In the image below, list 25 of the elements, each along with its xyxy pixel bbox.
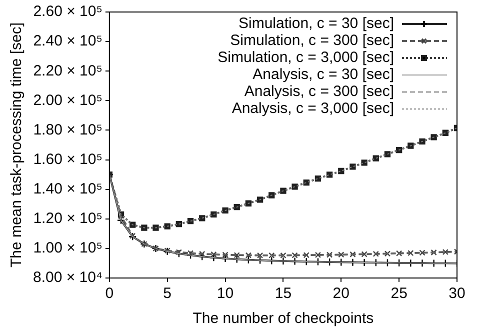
legend-label: Simulation, c = 30 [sec] bbox=[238, 15, 394, 32]
y-tick-label: 1.00 × 10⁵ bbox=[33, 240, 102, 257]
x-tick-label: 5 bbox=[163, 285, 172, 302]
y-tick-label: 1.80 × 10⁵ bbox=[33, 121, 102, 138]
legend-label: Analysis, c = 30 [sec] bbox=[252, 66, 394, 84]
x-tick-label: 10 bbox=[216, 285, 234, 302]
x-tick-label: 0 bbox=[105, 285, 114, 302]
x-tick-label: 25 bbox=[390, 285, 408, 302]
x-axis-title: The number of checkpoints bbox=[192, 310, 374, 328]
x-tick-label: 15 bbox=[274, 285, 292, 302]
y-tick-label: 1.60 × 10⁵ bbox=[33, 150, 102, 168]
x-tick-label: 20 bbox=[332, 285, 350, 302]
legend-label: Analysis, c = 3,000 [sec] bbox=[232, 100, 394, 118]
y-tick-label: 1.20 × 10⁵ bbox=[33, 210, 102, 228]
y-tick-label: 2.60 × 10⁵ bbox=[33, 3, 102, 20]
legend-label: Simulation, c = 3,000 [sec] bbox=[218, 49, 394, 66]
legend-label: Analysis, c = 300 [sec] bbox=[244, 83, 394, 100]
y-tick-label: 2.00 × 10⁵ bbox=[33, 92, 102, 109]
y-axis-title: The mean task-processing time [sec] bbox=[8, 22, 26, 268]
y-tick-label: 1.40 × 10⁵ bbox=[33, 180, 102, 198]
legend-label: Simulation, c = 300 [sec] bbox=[230, 32, 394, 50]
x-tick-label: 30 bbox=[448, 285, 466, 302]
y-tick-label: 2.20 × 10⁵ bbox=[33, 62, 102, 80]
y-tick-label: 8.00 × 10⁴ bbox=[32, 269, 102, 286]
y-tick-label: 2.40 × 10⁵ bbox=[33, 32, 102, 50]
